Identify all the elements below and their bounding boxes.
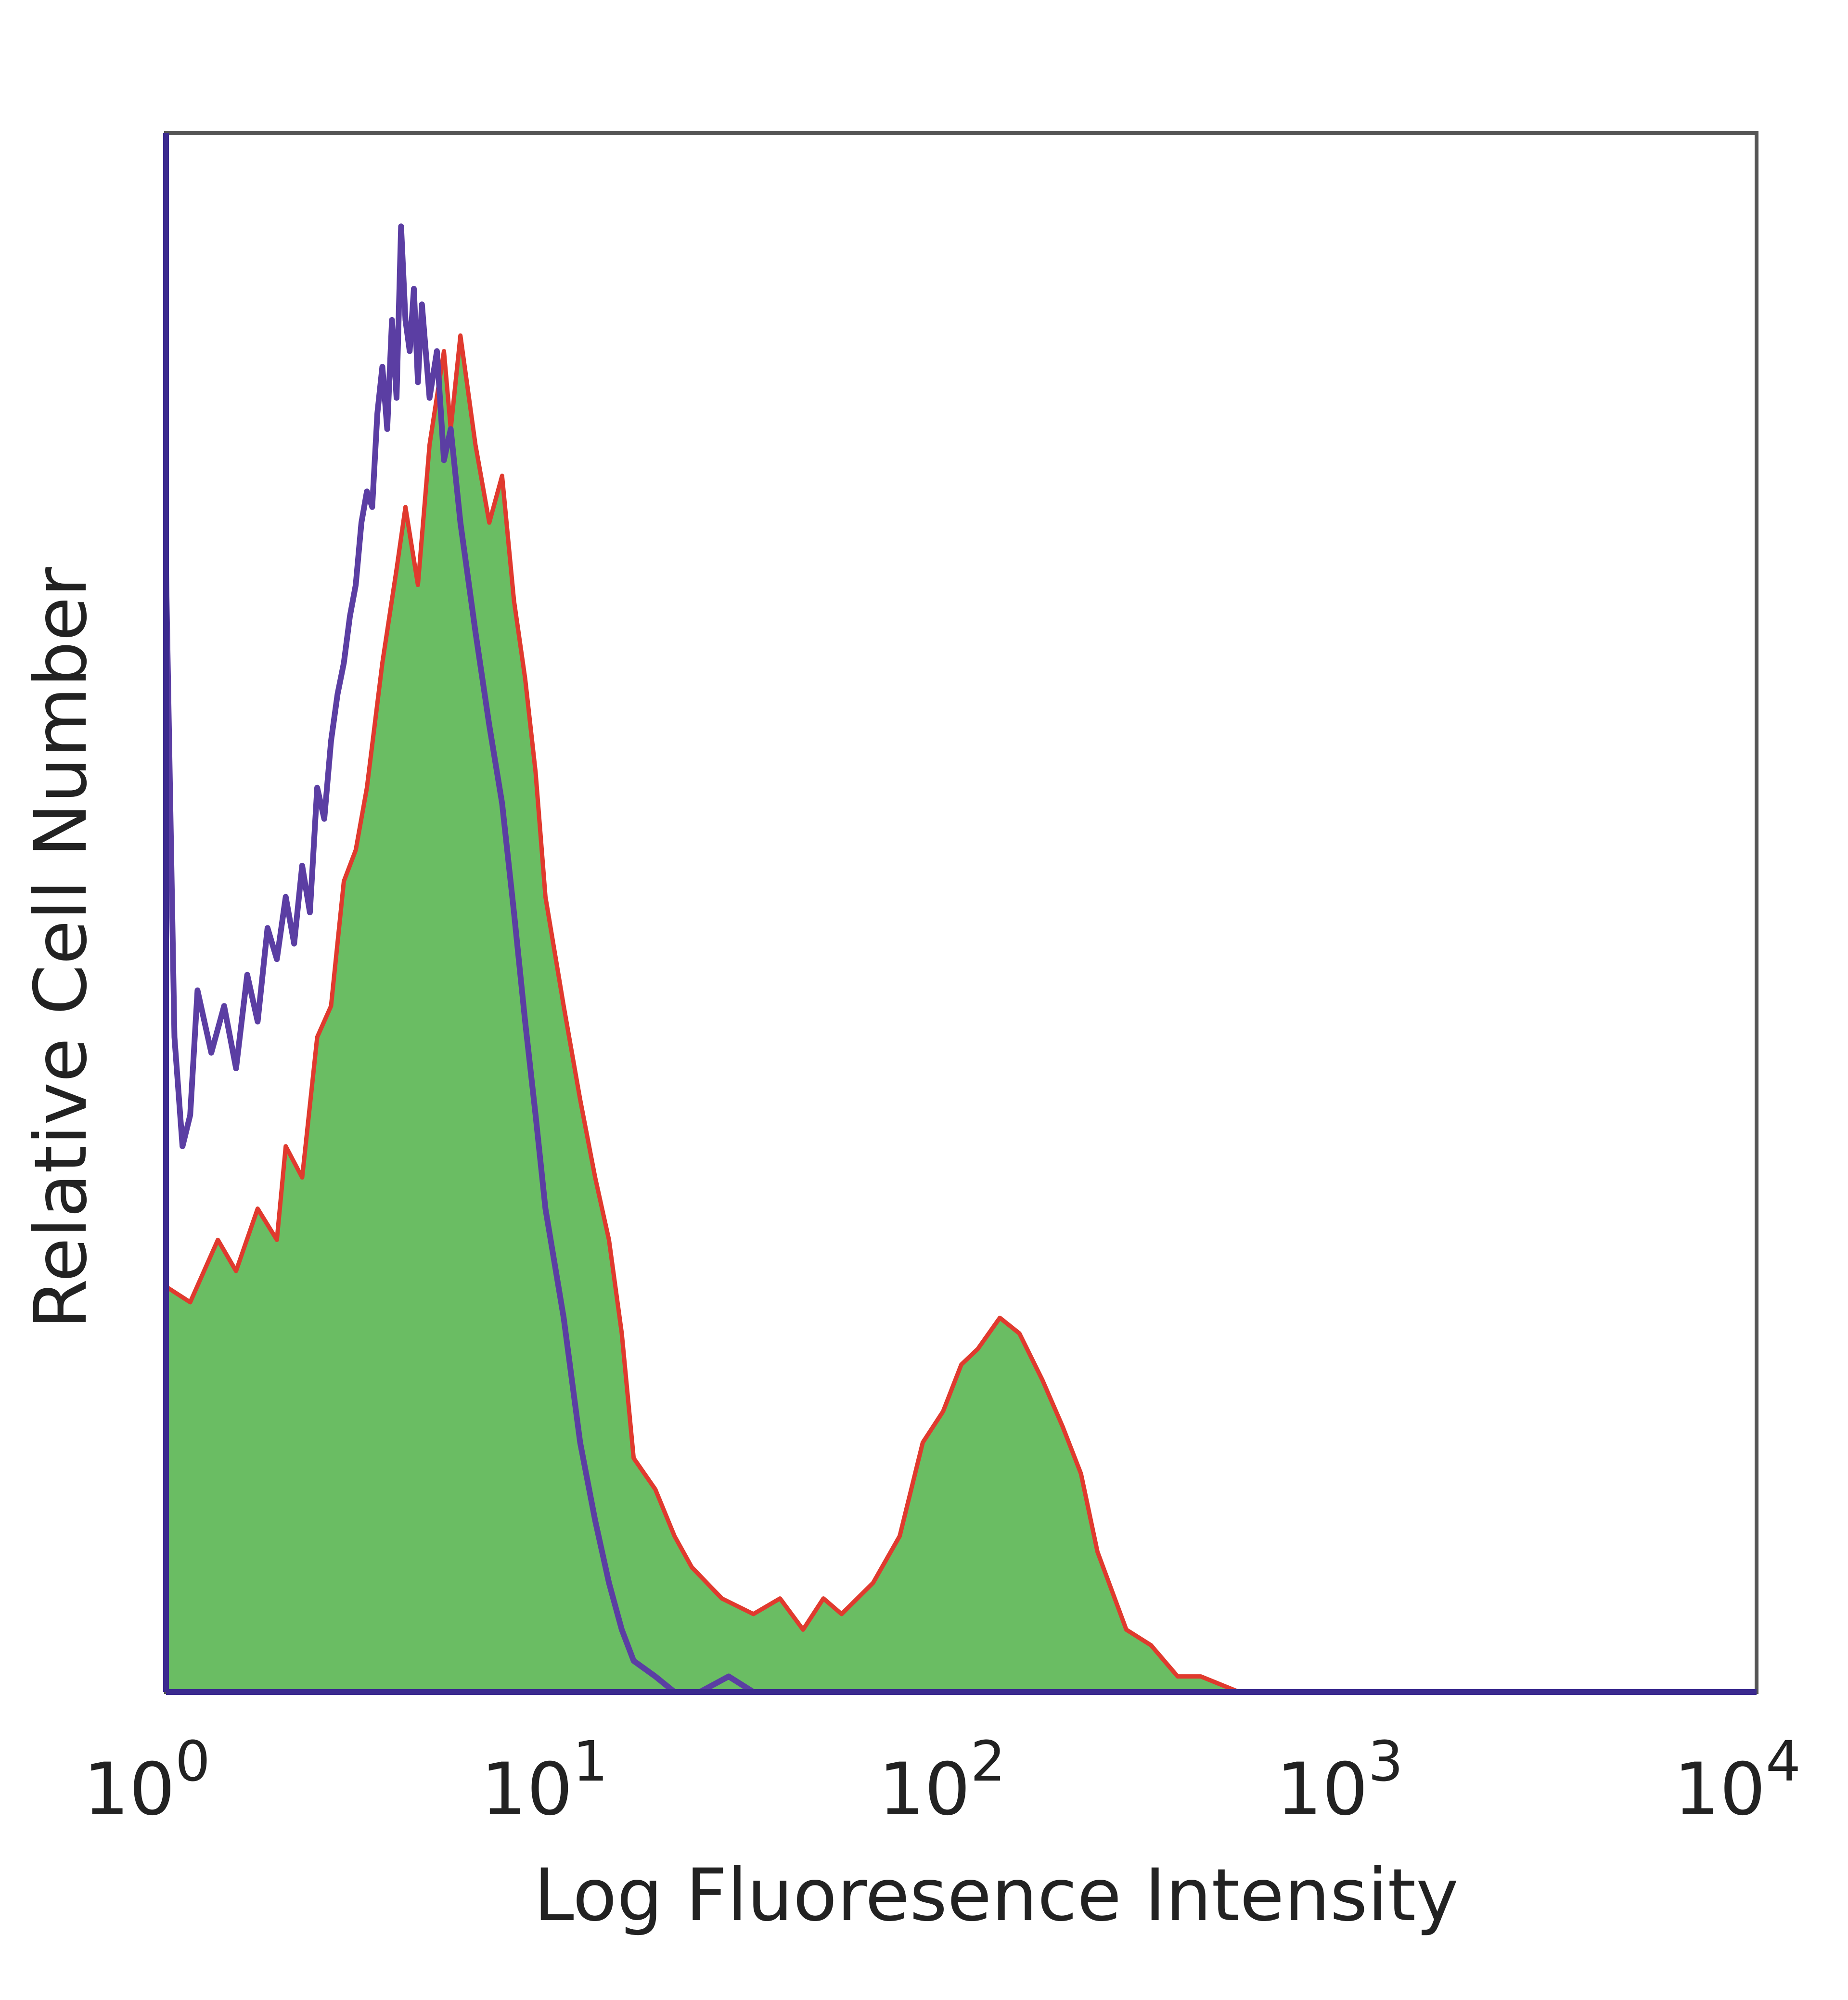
x-tick-label-1: 101 bbox=[481, 1730, 608, 1832]
x-axis-label: Log Fluoresence Intensity bbox=[534, 1854, 1459, 1937]
x-tick-label-4: 104 bbox=[1674, 1730, 1801, 1832]
y-axis-label: Relative Cell Number bbox=[19, 567, 103, 1329]
x-tick-label-0: 100 bbox=[83, 1730, 210, 1832]
control-histogram-line bbox=[163, 223, 755, 1695]
series-layer bbox=[163, 223, 1297, 1695]
sample-histogram-fill bbox=[166, 335, 1297, 1692]
x-tick-label-2: 102 bbox=[878, 1730, 1005, 1832]
x-tick-labels: 100 101 102 103 104 bbox=[83, 1730, 1801, 1832]
x-tick-label-3: 103 bbox=[1276, 1730, 1403, 1832]
sample-histogram-outline bbox=[165, 333, 1297, 1694]
